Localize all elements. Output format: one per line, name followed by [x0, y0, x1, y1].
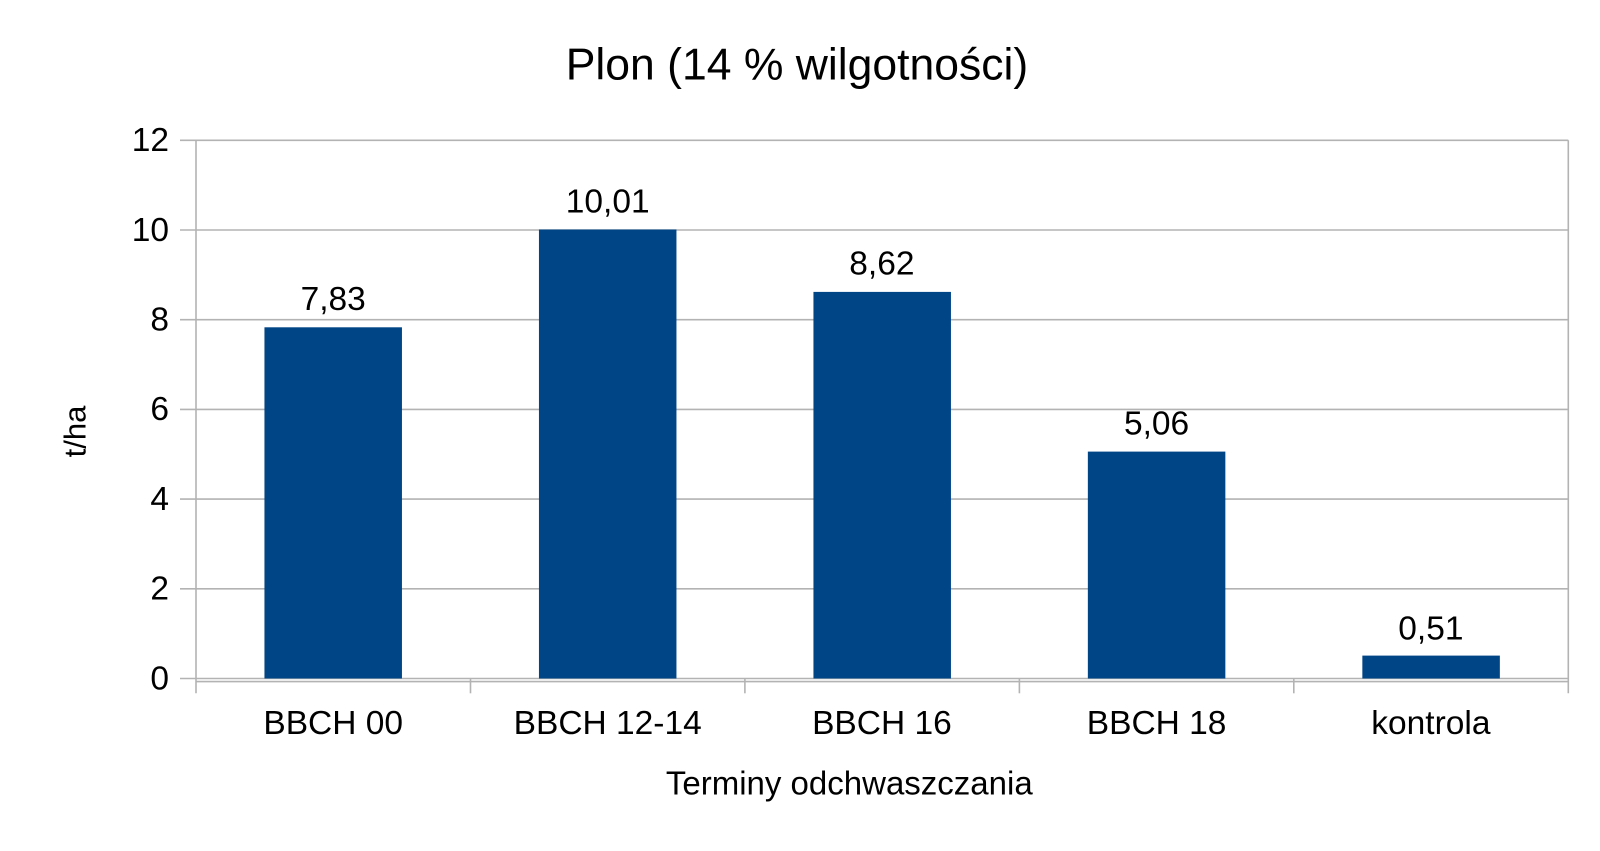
svg-text:6: 6: [150, 391, 169, 428]
svg-text:8: 8: [150, 302, 169, 339]
svg-text:2: 2: [150, 571, 169, 608]
svg-text:4: 4: [150, 481, 169, 518]
svg-text:7,83: 7,83: [301, 281, 366, 318]
svg-text:10,01: 10,01: [566, 184, 650, 221]
svg-text:kontrola: kontrola: [1371, 705, 1491, 742]
svg-text:BBCH 16: BBCH 16: [812, 705, 952, 742]
svg-text:8,62: 8,62: [849, 245, 914, 282]
svg-text:12: 12: [132, 122, 169, 159]
svg-text:10: 10: [132, 212, 169, 249]
svg-text:0: 0: [150, 660, 169, 697]
svg-text:0,51: 0,51: [1398, 611, 1463, 648]
svg-text:5,06: 5,06: [1124, 406, 1189, 443]
svg-text:BBCH 18: BBCH 18: [1087, 705, 1227, 742]
svg-text:Terminy odchwaszczania: Terminy odchwaszczania: [666, 764, 1033, 801]
svg-text:t/ha: t/ha: [58, 405, 93, 457]
svg-text:Plon (14 % wilgotności): Plon (14 % wilgotności): [566, 40, 1029, 89]
svg-text:BBCH 00: BBCH 00: [263, 705, 403, 742]
svg-text:BBCH 12-14: BBCH 12-14: [514, 705, 702, 742]
